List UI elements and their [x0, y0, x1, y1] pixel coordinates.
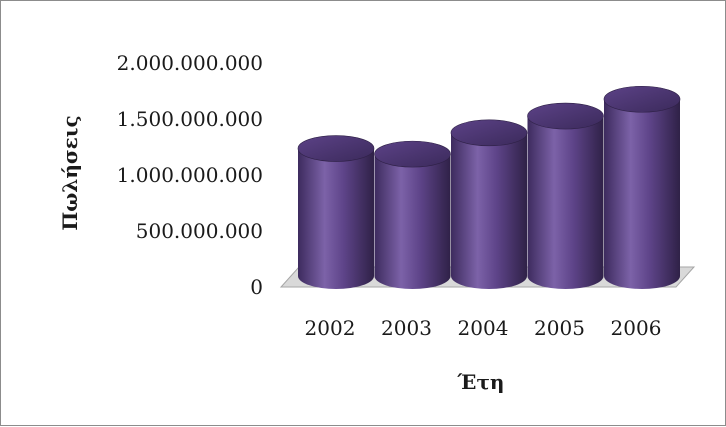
x-tick-label: 2003 [381, 316, 432, 340]
bar-body [374, 154, 451, 289]
bar-top [450, 119, 528, 147]
bar-2006 [603, 85, 681, 290]
x-tick-label: 2004 [458, 316, 509, 340]
bar-body [604, 99, 680, 290]
x-tick-label: 2006 [611, 316, 662, 340]
bar-top [527, 102, 604, 130]
bar-body [527, 116, 604, 289]
y-tick-label: 500.000.000 [136, 219, 263, 243]
x-axis-title: Έτη [457, 370, 505, 394]
bar-2004 [450, 119, 528, 289]
y-tick-label: 1.500.000.000 [117, 107, 263, 131]
bar-top [297, 135, 375, 162]
bar-body [298, 148, 374, 289]
bar-2005 [527, 102, 604, 289]
y-tick-label: 1.000.000.000 [117, 163, 263, 187]
y-tick-label: 2.000.000.000 [117, 51, 263, 75]
bar-top [603, 85, 681, 113]
bar-2002 [297, 135, 375, 289]
bar-body [451, 132, 527, 289]
y-axis-title: Πωλήσεις [58, 115, 82, 230]
bar-2003 [374, 140, 451, 289]
bar-top [374, 140, 451, 168]
x-tick-label: 2005 [534, 316, 585, 340]
y-tick-label: 0 [250, 275, 263, 299]
x-tick-label: 2002 [305, 316, 356, 340]
